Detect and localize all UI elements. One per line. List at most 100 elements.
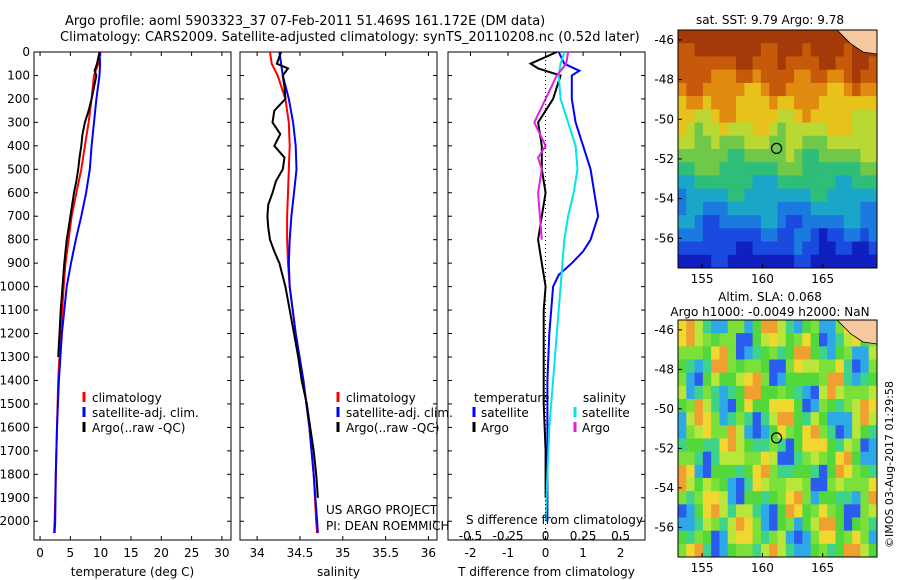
map-cell bbox=[777, 385, 787, 400]
map-cell bbox=[760, 425, 770, 439]
map-cell bbox=[727, 359, 737, 374]
map-cell bbox=[852, 399, 861, 413]
map-cell bbox=[711, 56, 720, 71]
map-cell bbox=[860, 82, 870, 97]
map-cell bbox=[686, 464, 696, 479]
map-cell bbox=[777, 438, 787, 453]
map-cell bbox=[860, 399, 870, 413]
map-cell bbox=[852, 543, 861, 557]
map-cell bbox=[835, 56, 845, 71]
map-cell bbox=[802, 517, 812, 532]
map-cell bbox=[785, 43, 795, 57]
map-cell bbox=[785, 399, 795, 413]
map-y-tick-label: -56 bbox=[654, 520, 674, 534]
map-cell bbox=[752, 372, 762, 387]
depth-tick-label: 1600 bbox=[0, 420, 30, 434]
map-cell bbox=[678, 149, 687, 163]
map-cell bbox=[868, 188, 877, 203]
map-cell bbox=[686, 135, 696, 150]
map-cell bbox=[810, 43, 820, 57]
map-cell bbox=[727, 385, 737, 400]
map-cell bbox=[736, 333, 745, 347]
map-cell bbox=[719, 543, 729, 557]
map-cell bbox=[719, 30, 729, 44]
map-cell bbox=[719, 359, 729, 374]
map-cell bbox=[711, 478, 720, 492]
map-cell bbox=[727, 543, 737, 557]
map-cell bbox=[752, 175, 762, 190]
legend-label: Argo bbox=[582, 421, 610, 435]
map-cell bbox=[736, 82, 745, 97]
map-cell bbox=[835, 504, 845, 518]
map-cell bbox=[810, 491, 820, 505]
map-cell bbox=[719, 464, 729, 479]
map-cell bbox=[843, 517, 853, 532]
map-cell bbox=[827, 56, 837, 71]
map-cell bbox=[810, 109, 820, 124]
map-cell bbox=[752, 201, 762, 216]
map-cell bbox=[794, 122, 803, 137]
map-cell bbox=[868, 451, 877, 466]
map-cell bbox=[760, 228, 770, 243]
map-cell bbox=[736, 478, 745, 492]
map-cell bbox=[711, 69, 720, 84]
map-cell bbox=[736, 69, 745, 84]
map-sla-map: 155 160 165 -46 -48 -50 -52 -54 -56 bbox=[654, 319, 878, 575]
map-cell bbox=[702, 359, 712, 374]
map-cell bbox=[860, 135, 870, 150]
legend-label: satellite-adj. clim. bbox=[346, 406, 453, 420]
map-cell bbox=[860, 438, 870, 453]
map-cell bbox=[818, 359, 828, 374]
map-cell bbox=[744, 149, 754, 163]
map-cell bbox=[711, 543, 720, 557]
map-cell bbox=[744, 491, 754, 505]
map-cell bbox=[736, 56, 745, 71]
map-cell bbox=[794, 359, 803, 374]
map-cell bbox=[769, 385, 778, 400]
map-cell bbox=[777, 96, 787, 110]
map-cell bbox=[802, 201, 812, 216]
map-cell bbox=[843, 43, 853, 57]
map-cell bbox=[868, 96, 877, 110]
map-frame bbox=[677, 319, 878, 558]
map-cell bbox=[802, 69, 812, 84]
map-cell bbox=[694, 438, 704, 453]
map-cell bbox=[711, 43, 720, 57]
map-cell bbox=[744, 135, 754, 150]
map-cell bbox=[852, 175, 861, 190]
map-cell bbox=[785, 359, 795, 374]
map-cell bbox=[835, 399, 845, 413]
map-cell bbox=[744, 69, 754, 84]
map-cell bbox=[702, 96, 712, 110]
map-cell bbox=[868, 359, 877, 374]
map-cell bbox=[827, 43, 837, 57]
map-cell bbox=[777, 399, 787, 413]
map-cell bbox=[702, 188, 712, 203]
map-cell bbox=[736, 517, 745, 532]
map-cell bbox=[711, 215, 720, 229]
map-cell bbox=[802, 491, 812, 505]
map-cell bbox=[686, 96, 696, 110]
map-cell bbox=[835, 333, 845, 347]
map-y-tick-label: -48 bbox=[654, 362, 674, 376]
map-cell bbox=[702, 530, 712, 545]
map-cell bbox=[794, 399, 803, 413]
map-cell bbox=[752, 215, 762, 229]
map-cell bbox=[752, 425, 762, 439]
map-cell bbox=[719, 320, 729, 334]
map-cell bbox=[769, 43, 778, 57]
map-cell bbox=[760, 438, 770, 453]
map-cell bbox=[868, 543, 877, 557]
map-cell bbox=[727, 504, 737, 518]
map-cell bbox=[777, 543, 787, 557]
map-cell bbox=[744, 320, 754, 334]
map-cell bbox=[711, 228, 720, 243]
map-cell bbox=[802, 451, 812, 466]
map-cell bbox=[827, 149, 837, 163]
map-cell bbox=[719, 43, 729, 57]
map-cell bbox=[719, 438, 729, 453]
map-cell bbox=[785, 69, 795, 84]
depth-tick-label: 1300 bbox=[0, 350, 30, 364]
map-cell bbox=[760, 215, 770, 229]
map-cell bbox=[686, 333, 696, 347]
